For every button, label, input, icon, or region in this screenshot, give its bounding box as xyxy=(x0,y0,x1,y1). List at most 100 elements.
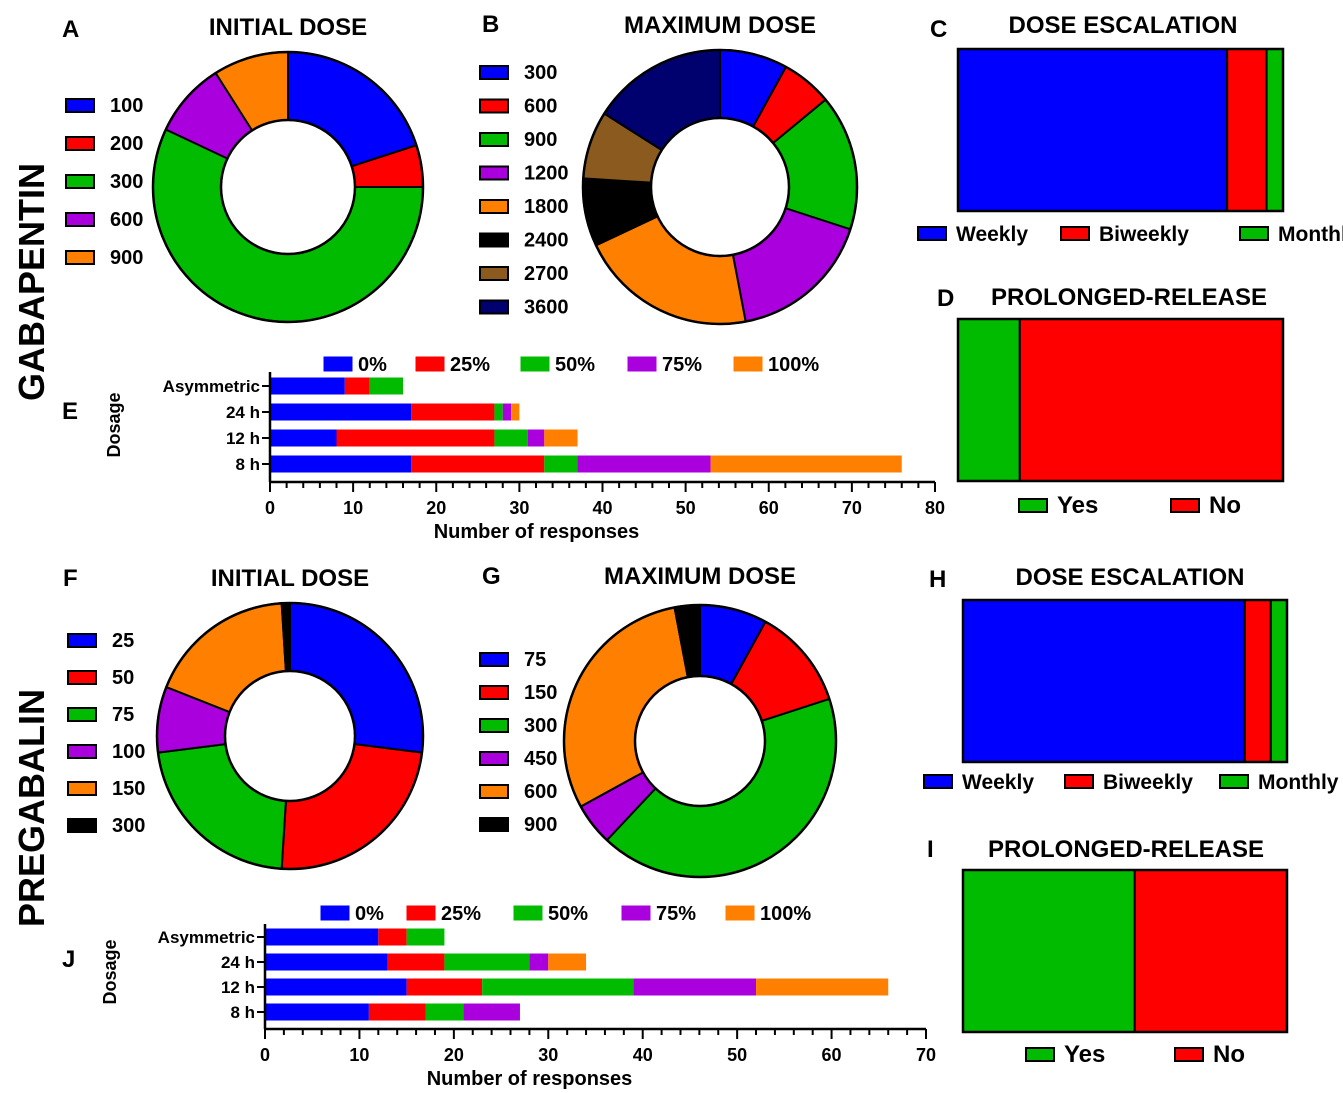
legend-label-b-2700: 2700 xyxy=(524,263,569,285)
x-tick-label-e-50: 50 xyxy=(676,498,696,518)
legend-label-h-weekly: Weekly xyxy=(962,771,1034,794)
x-tick-label-j-10: 10 xyxy=(349,1045,369,1065)
donut-f xyxy=(155,601,425,871)
x-axis-title-j: Number of responses xyxy=(427,1068,633,1090)
x-axis-title-e: Number of responses xyxy=(434,521,640,543)
legend-swatch-c-biweekly xyxy=(1060,226,1090,241)
y-tick-label-e-Asymmetric: Asymmetric xyxy=(163,377,260,396)
donut-outline-g xyxy=(562,603,838,879)
legend-swatch-i-no xyxy=(1174,1047,1204,1062)
legend-swatch-f-25 xyxy=(67,633,97,648)
bar-segment-e-24h-25pct xyxy=(411,403,495,421)
x-tick-label-e-0: 0 xyxy=(265,498,275,518)
bar-segment-e-24h-100pct xyxy=(511,403,520,421)
bar-segment-j-8h-0pct xyxy=(265,1003,369,1021)
chart-title-g: MAXIMUM DOSE xyxy=(604,563,796,590)
legend-label-i-no: No xyxy=(1213,1041,1245,1068)
bar-segment-j-8h-50pct xyxy=(425,1003,464,1021)
legend-swatch-a-600 xyxy=(65,212,95,227)
bar-segment-j-12h-100pct xyxy=(756,978,889,996)
bar-segment-j-24h-25pct xyxy=(387,953,445,971)
legend-label-e-0pct: 0% xyxy=(358,354,387,376)
legend-label-b-900: 900 xyxy=(524,129,557,151)
legend-label-j-100pct: 100% xyxy=(760,903,811,925)
legend-label-e-75pct: 75% xyxy=(662,354,702,376)
y-tick-label-j-Asymmetric: Asymmetric xyxy=(158,928,255,947)
legend-label-j-0pct: 0% xyxy=(355,903,384,925)
legend-label-a-300: 300 xyxy=(110,171,143,193)
legend-label-b-300: 300 xyxy=(524,62,557,84)
bar-segment-e-8h-0pct xyxy=(270,455,412,473)
legend-label-j-75pct: 75% xyxy=(656,903,696,925)
legend-swatch-e-75pct xyxy=(627,356,657,372)
bar-segment-j-24h-100pct xyxy=(548,953,587,971)
legend-swatch-a-100 xyxy=(65,98,95,113)
legend-swatch-i-yes xyxy=(1025,1047,1055,1062)
legend-label-f-25: 25 xyxy=(112,630,134,652)
chart-title-i: PROLONGED-RELEASE xyxy=(988,836,1264,863)
legend-label-c-biweekly: Biweekly xyxy=(1099,223,1189,246)
bar-segment-e-12h-50pct xyxy=(494,429,528,447)
legend-label-g-600: 600 xyxy=(524,781,557,803)
legend-swatch-f-50 xyxy=(67,670,97,685)
legend-label-d-yes: Yes xyxy=(1057,492,1098,519)
legend-swatch-g-75 xyxy=(479,652,509,667)
bar-segment-e-12h-75pct xyxy=(527,429,545,447)
bar-segment-j-8h-75pct xyxy=(463,1003,520,1021)
legend-label-b-1200: 1200 xyxy=(524,163,569,185)
legend-label-j-25pct: 25% xyxy=(441,903,481,925)
legend-swatch-e-0pct xyxy=(323,356,353,372)
bar-segment-e-8h-75pct xyxy=(577,455,711,473)
bar-segment-j-Asymmetric-25pct xyxy=(378,928,407,946)
legend-swatch-g-150 xyxy=(479,685,509,700)
bar-segment-e-24h-0pct xyxy=(270,403,412,421)
chart-title-f: INITIAL DOSE xyxy=(211,565,369,592)
legend-label-e-25pct: 25% xyxy=(450,354,490,376)
bar-segment-j-Asymmetric-0pct xyxy=(265,928,379,946)
x-tick-label-e-20: 20 xyxy=(426,498,446,518)
legend-swatch-b-3600 xyxy=(479,299,509,315)
legend-swatch-a-200 xyxy=(65,136,95,151)
x-tick-label-e-10: 10 xyxy=(343,498,363,518)
legend-label-f-100: 100 xyxy=(112,741,145,763)
x-tick-label-e-60: 60 xyxy=(759,498,779,518)
legend-label-h-monthly: Monthly xyxy=(1258,771,1339,794)
legend-swatch-h-biweekly xyxy=(1064,774,1094,789)
bar-segment-e-24h-75pct xyxy=(502,403,512,421)
legend-label-b-3600: 3600 xyxy=(524,297,569,319)
chart-title-a: INITIAL DOSE xyxy=(209,14,367,41)
legend-swatch-j-0pct xyxy=(320,905,350,921)
legend-swatch-g-900 xyxy=(479,817,509,832)
legend-swatch-f-100 xyxy=(67,744,97,759)
legend-label-g-300: 300 xyxy=(524,715,557,737)
donut-b xyxy=(581,48,859,326)
panel-letter-d: D xyxy=(937,285,954,312)
stack-segment-c-monthly xyxy=(1265,48,1284,212)
legend-label-c-weekly: Weekly xyxy=(956,223,1028,246)
legend-swatch-c-monthly xyxy=(1239,226,1269,241)
legend-swatch-g-450 xyxy=(479,751,509,766)
bar-segment-e-Asymmetric-25pct xyxy=(344,377,370,395)
chart-title-c: DOSE ESCALATION xyxy=(1009,12,1238,39)
stack-segment-d-yes xyxy=(957,318,1021,482)
legend-swatch-b-600 xyxy=(479,98,509,114)
legend-label-d-no: No xyxy=(1209,492,1241,519)
bar-segment-j-12h-50pct xyxy=(482,978,634,996)
legend-swatch-g-600 xyxy=(479,784,509,799)
legend-swatch-d-yes xyxy=(1018,498,1048,513)
legend-label-h-biweekly: Biweekly xyxy=(1103,771,1193,794)
x-tick-label-j-30: 30 xyxy=(538,1045,558,1065)
legend-swatch-b-2700 xyxy=(479,266,509,281)
legend-label-a-200: 200 xyxy=(110,133,143,155)
legend-label-a-100: 100 xyxy=(110,95,143,117)
legend-swatch-b-1800 xyxy=(479,199,509,214)
bar-segment-j-24h-50pct xyxy=(444,953,530,971)
stack-segment-i-yes xyxy=(962,869,1136,1033)
stack-frame-h xyxy=(961,598,1289,764)
chart-title-d: PROLONGED-RELEASE xyxy=(991,284,1267,311)
legend-swatch-e-50pct xyxy=(520,356,550,372)
x-tick-label-j-70: 70 xyxy=(916,1045,936,1065)
legend-swatch-e-100pct xyxy=(733,356,763,372)
row-label-gabapentin: GABAPENTIN xyxy=(11,163,52,401)
